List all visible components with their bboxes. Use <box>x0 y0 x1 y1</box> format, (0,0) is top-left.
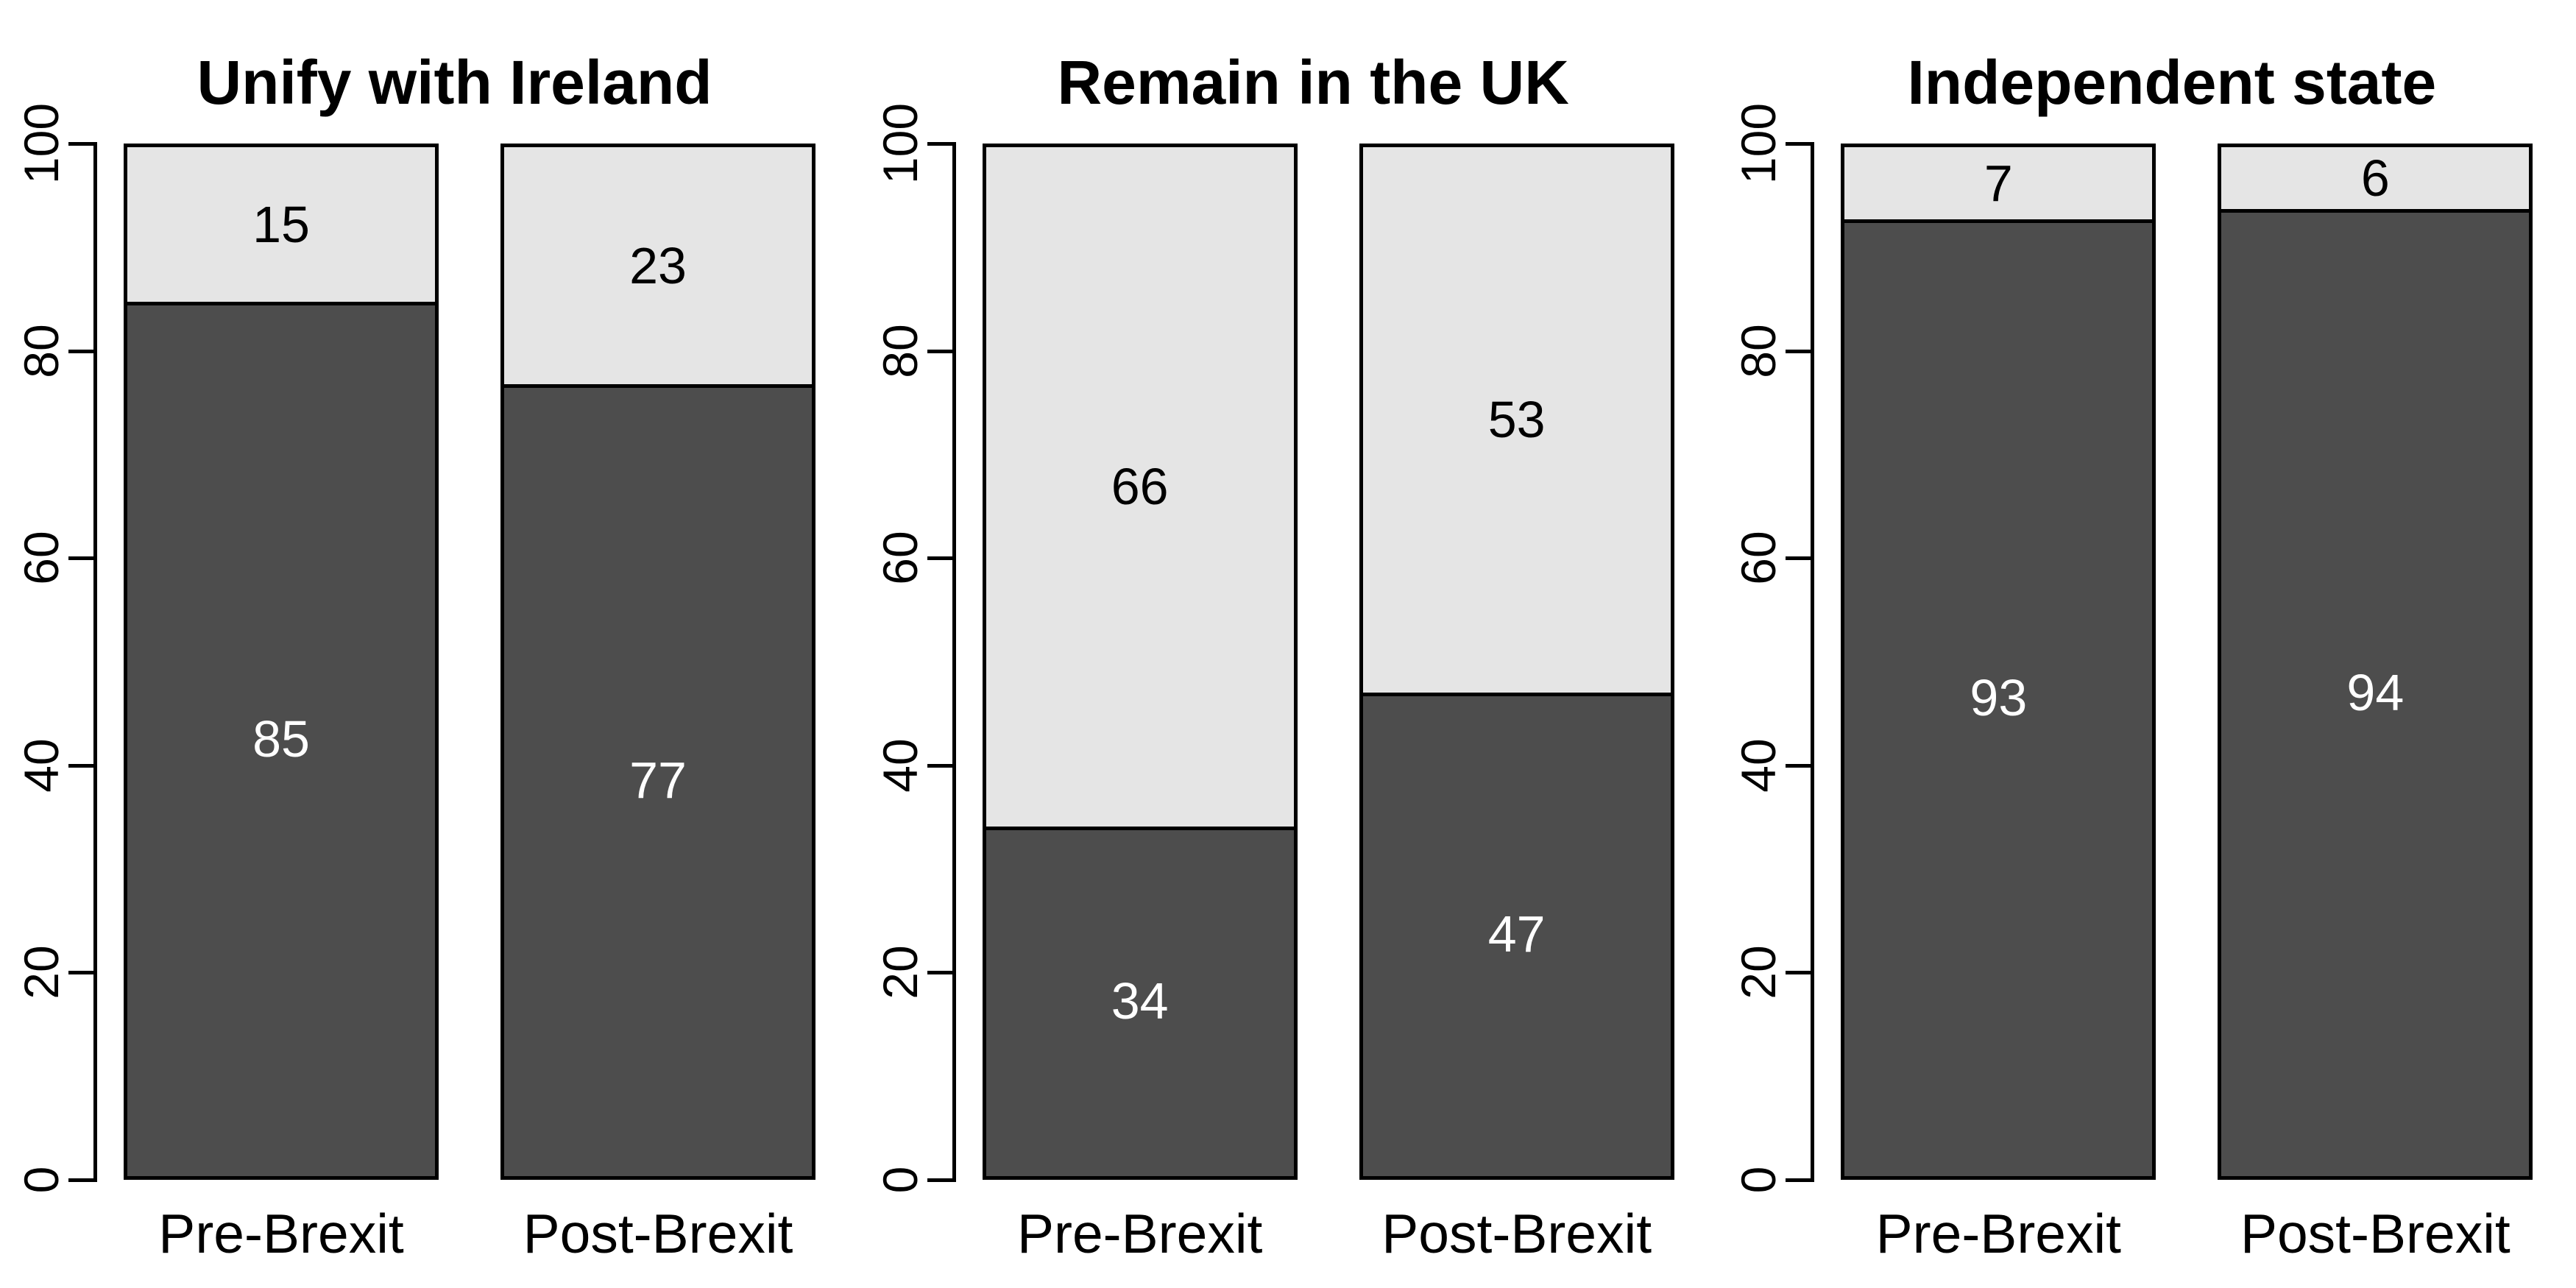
y-axis-tick <box>1786 349 1811 353</box>
panel-independent-state: Independent state 0 20 40 60 80 100 93 7 Pre-Brex… <box>1717 0 2576 1288</box>
y-axis-tick-label: 60 <box>14 531 68 585</box>
bar-value-label-light: 7 <box>1984 154 2013 212</box>
y-axis-tick <box>68 349 93 353</box>
bar-post-brexit: 94 6 <box>2218 144 2533 1180</box>
panel-unify-with-ireland: Unify with Ireland 0 20 40 60 80 100 85 15 Pre-Br… <box>0 0 859 1288</box>
y-axis-tick <box>927 142 952 146</box>
y-axis-tick-label: 80 <box>14 323 68 378</box>
y-axis-tick-label: 0 <box>14 1166 68 1194</box>
y-axis-tick <box>1786 1178 1811 1182</box>
x-axis-label-pre-brexit: Pre-Brexit <box>158 1203 404 1264</box>
panel-title: Independent state <box>1907 48 2437 117</box>
y-axis-tick <box>1786 763 1811 768</box>
y-axis-line <box>93 142 97 1182</box>
y-axis-tick-label: 20 <box>872 945 927 1000</box>
bar-segment-dark <box>127 301 435 1176</box>
bar-value-label-dark: 34 <box>1111 972 1169 1030</box>
y-axis-tick <box>1786 971 1811 975</box>
bar-post-brexit: 77 23 <box>500 144 815 1180</box>
y-axis-tick <box>68 971 93 975</box>
bar-segment-dark <box>1362 692 1671 1176</box>
y-axis-tick-label: 20 <box>14 945 68 1000</box>
x-axis-label-pre-brexit: Pre-Brexit <box>1875 1203 2122 1264</box>
y-axis-tick-label: 40 <box>872 738 927 793</box>
bar-post-brexit: 47 53 <box>1359 144 1674 1180</box>
bar-value-label-dark: 47 <box>1487 905 1546 963</box>
bar-pre-brexit: 93 7 <box>1841 144 2156 1180</box>
y-axis-tick <box>68 142 93 146</box>
x-axis-label-post-brexit: Post-Brexit <box>523 1203 793 1264</box>
bar-value-label-dark: 85 <box>252 710 310 768</box>
panel-title: Unify with Ireland <box>197 48 712 117</box>
y-axis-tick <box>927 763 952 768</box>
y-axis-tick <box>1786 142 1811 146</box>
y-axis-tick <box>1786 556 1811 561</box>
y-axis-tick-label: 100 <box>14 102 68 185</box>
y-axis-tick-label: 80 <box>872 323 927 378</box>
bar-value-label-light: 66 <box>1111 458 1169 516</box>
y-axis-tick-label: 0 <box>872 1166 927 1194</box>
y-axis-tick <box>68 763 93 768</box>
y-axis-tick-label: 20 <box>1731 945 1786 1000</box>
x-axis-label-post-brexit: Post-Brexit <box>1381 1203 1652 1264</box>
y-axis-tick-label: 100 <box>1731 102 1786 185</box>
y-axis-tick <box>68 556 93 561</box>
y-axis-line <box>952 142 956 1182</box>
y-axis-tick-label: 60 <box>1731 531 1786 585</box>
bar-value-label-dark: 94 <box>2346 663 2405 721</box>
bar-pre-brexit: 34 66 <box>982 144 1298 1180</box>
bar-pre-brexit: 85 15 <box>124 144 439 1180</box>
y-axis-tick <box>927 556 952 561</box>
y-axis-tick <box>68 1178 93 1182</box>
panel-title: Remain in the UK <box>1057 48 1569 117</box>
bar-segment-dark <box>986 826 1294 1176</box>
bar-value-label-light: 15 <box>252 195 310 253</box>
y-axis-tick-label: 80 <box>1731 323 1786 378</box>
y-axis-line <box>1811 142 1815 1182</box>
y-axis-tick <box>927 971 952 975</box>
x-axis-label-pre-brexit: Pre-Brexit <box>1016 1203 1263 1264</box>
y-axis-tick-label: 60 <box>872 531 927 585</box>
panel-remain-in-the-uk: Remain in the UK 0 20 40 60 80 100 34 66 Pre-Brex… <box>859 0 1718 1288</box>
y-axis-tick <box>927 349 952 353</box>
bar-value-label-dark: 77 <box>629 751 687 809</box>
y-axis-tick-label: 40 <box>1731 738 1786 793</box>
bar-value-label-light: 6 <box>2360 149 2390 207</box>
bar-segment-dark <box>2221 208 2530 1176</box>
bar-segment-dark <box>1844 219 2153 1176</box>
y-axis-tick-label: 40 <box>14 738 68 793</box>
bar-value-label-dark: 93 <box>1970 668 2028 726</box>
y-axis-tick-label: 0 <box>1731 1166 1786 1194</box>
x-axis-label-post-brexit: Post-Brexit <box>2240 1203 2510 1264</box>
bar-segment-dark <box>504 383 812 1176</box>
y-axis-tick <box>927 1178 952 1182</box>
bar-value-label-light: 23 <box>629 236 687 294</box>
y-axis-tick-label: 100 <box>872 102 927 185</box>
bar-value-label-light: 53 <box>1487 391 1546 449</box>
